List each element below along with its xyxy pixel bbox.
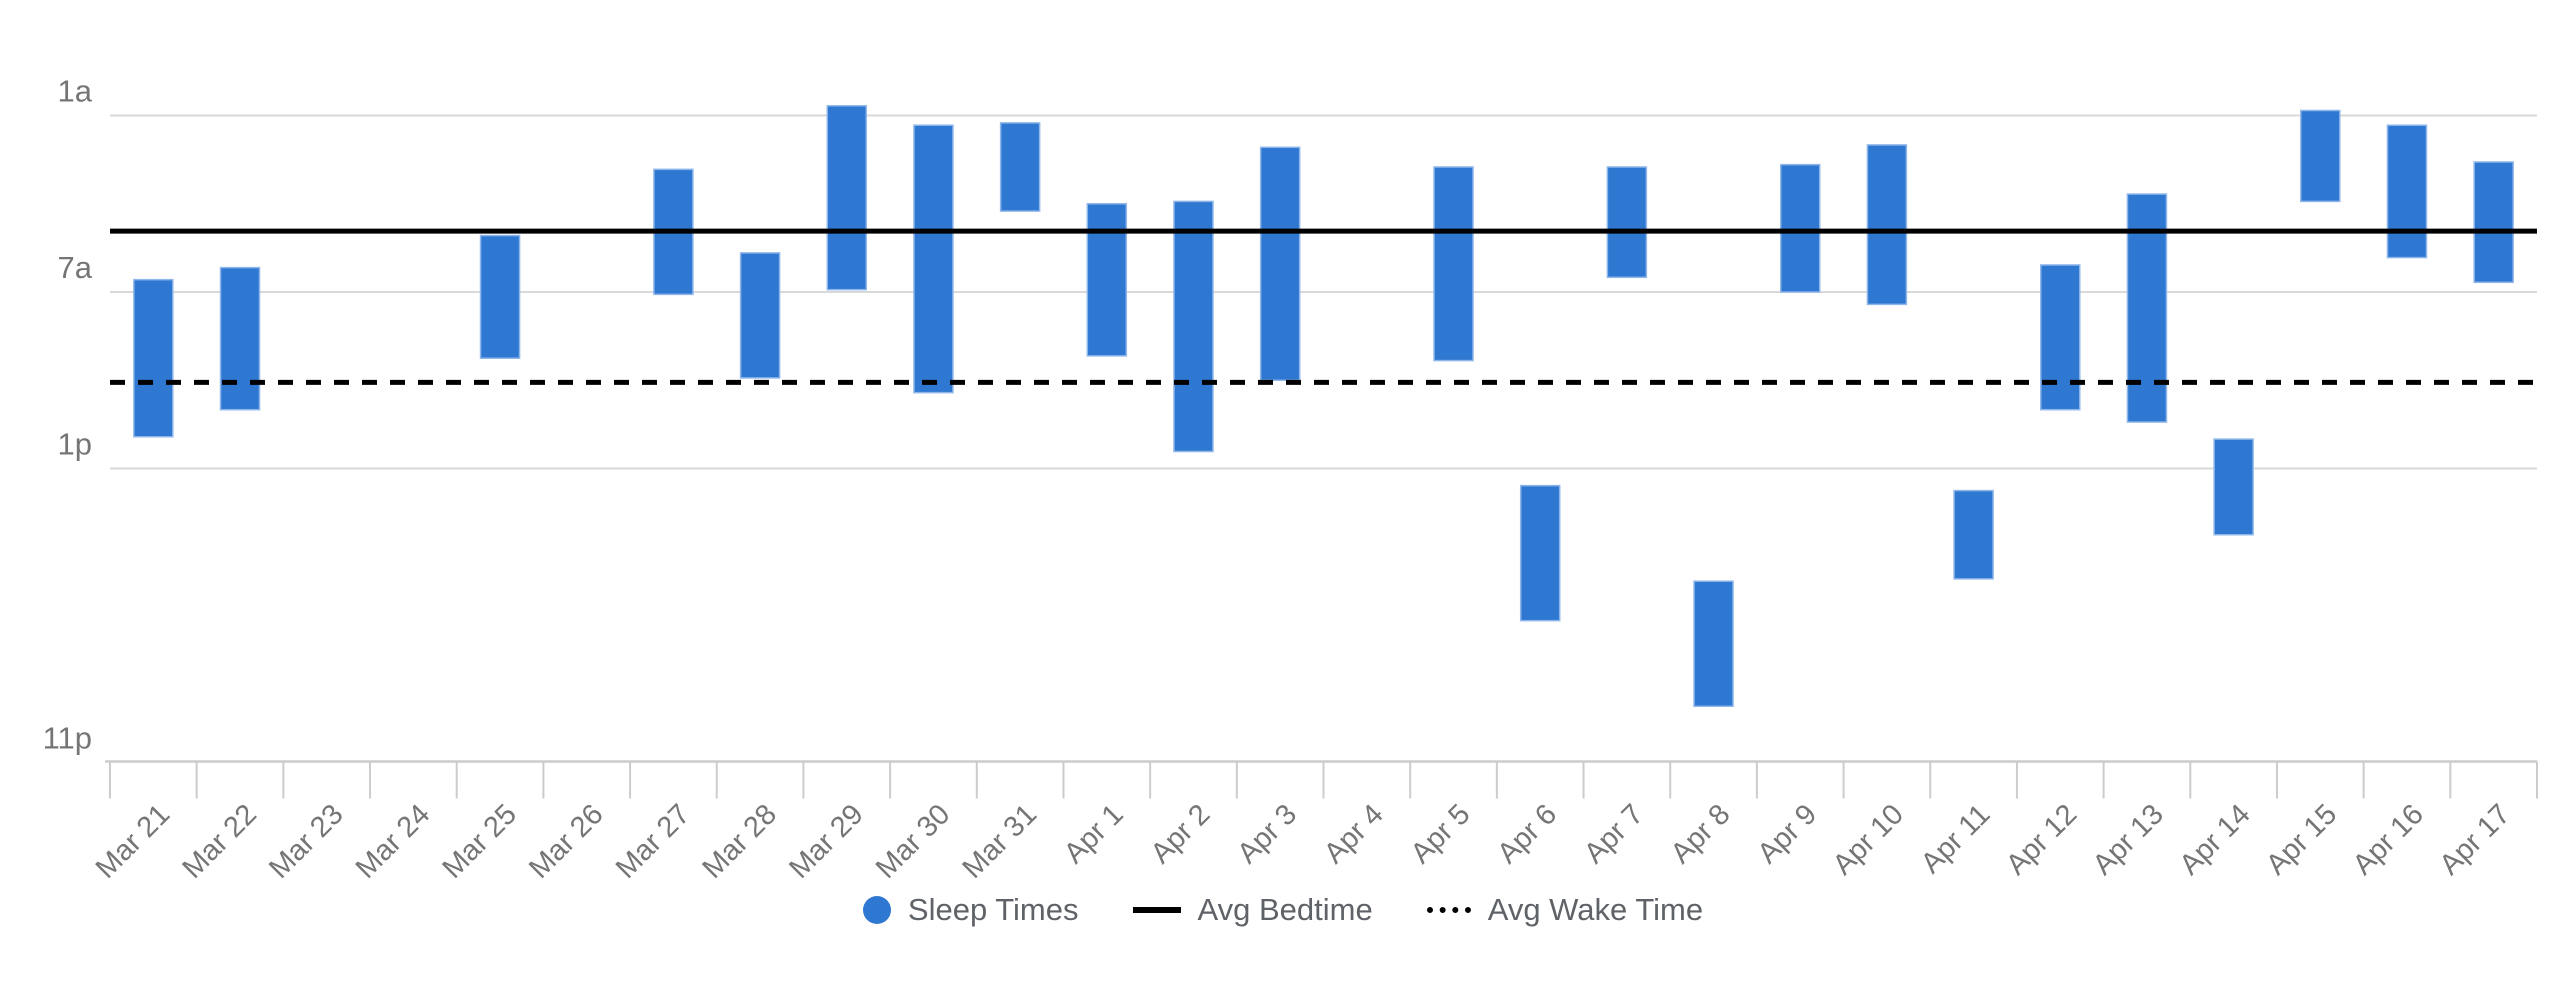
- x-tick-label: Apr 14: [2174, 798, 2257, 881]
- sleep-bar[interactable]: [826, 105, 868, 291]
- avg-wake-time-line-icon: [1426, 907, 1471, 913]
- sleep-bar[interactable]: [479, 234, 521, 359]
- sleep-bar[interactable]: [133, 278, 174, 438]
- x-tick-label: Mar 24: [350, 798, 436, 884]
- x-tick-label: Apr 7: [1578, 798, 1650, 870]
- avg-bedtime-line-icon: [1132, 907, 1181, 913]
- legend-label-avg-wake-time: Avg Wake Time: [1487, 892, 1704, 927]
- sleep-bar[interactable]: [1433, 166, 1474, 362]
- legend-item-sleep-times: Sleep Times: [862, 892, 1079, 928]
- sleep-bar[interactable]: [219, 266, 261, 411]
- sleep-bar[interactable]: [2213, 438, 2254, 536]
- sleep-bar[interactable]: [913, 124, 954, 394]
- x-tick-label: Mar 29: [783, 798, 869, 884]
- sleep-bar[interactable]: [739, 252, 781, 379]
- sleep-bar[interactable]: [1173, 200, 1214, 453]
- y-tick-label: 1p: [58, 427, 92, 462]
- x-tick-label: Mar 27: [610, 798, 696, 884]
- x-tick-label: Apr 1: [1058, 798, 1130, 870]
- x-tick-label: Mar 31: [957, 798, 1043, 884]
- sleep-bar[interactable]: [1866, 144, 1908, 306]
- sleep-bar[interactable]: [2040, 264, 2081, 411]
- sleep-bar[interactable]: [1693, 580, 1734, 708]
- x-tick-label: Mar 25: [437, 798, 523, 884]
- legend: Sleep Times Avg Bedtime Avg Wake Time: [0, 892, 2566, 928]
- x-tick-label: Apr 12: [2000, 798, 2083, 881]
- sleep-bar[interactable]: [2473, 161, 2514, 284]
- legend-label-avg-bedtime: Avg Bedtime: [1197, 892, 1373, 927]
- sleep-bar[interactable]: [2126, 193, 2168, 423]
- legend-item-avg-bedtime: Avg Bedtime: [1132, 892, 1373, 928]
- x-tick-label: Apr 16: [2347, 798, 2430, 881]
- x-tick-label: Mar 21: [90, 798, 176, 884]
- x-tick-label: Apr 17: [2434, 798, 2517, 881]
- sleep-bar[interactable]: [2386, 124, 2428, 259]
- sleep-bar[interactable]: [1779, 163, 1821, 293]
- x-tick-label: Apr 9: [1752, 798, 1824, 870]
- sleep-bar[interactable]: [1519, 484, 1561, 622]
- sleep-bar[interactable]: [1259, 146, 1301, 382]
- y-tick-label: 7a: [58, 250, 93, 285]
- x-tick-label: Mar 26: [523, 798, 609, 884]
- sleep-bar[interactable]: [2300, 109, 2341, 203]
- sleep-bar[interactable]: [999, 122, 1041, 212]
- sleep-times-circle-icon: [862, 896, 891, 924]
- x-tick-label: Apr 13: [2087, 798, 2170, 881]
- x-tick-label: Mar 22: [177, 798, 263, 884]
- x-tick-label: Apr 2: [1145, 798, 1217, 870]
- x-tick-label: Mar 30: [870, 798, 956, 884]
- x-tick-label: Apr 10: [1827, 798, 1910, 881]
- x-tick-label: Apr 8: [1665, 798, 1737, 870]
- sleep-bar[interactable]: [1953, 489, 1994, 580]
- legend-label-sleep-times: Sleep Times: [907, 892, 1079, 927]
- x-tick-label: Apr 3: [1231, 798, 1303, 870]
- sleep-bar[interactable]: [1086, 203, 1128, 357]
- x-tick-label: Mar 23: [263, 798, 349, 884]
- y-tick-label: 1a: [58, 74, 93, 109]
- x-tick-label: Mar 28: [697, 798, 783, 884]
- x-tick-label: Apr 6: [1491, 798, 1563, 870]
- y-tick-label: 11p: [43, 721, 92, 756]
- x-tick-label: Apr 5: [1405, 798, 1477, 870]
- x-tick-label: Apr 11: [1915, 798, 1997, 880]
- legend-item-avg-wake-time: Avg Wake Time: [1426, 892, 1704, 928]
- sleep-bar[interactable]: [1606, 166, 1648, 279]
- x-tick-label: Apr 4: [1318, 798, 1390, 870]
- x-tick-label: Apr 15: [2260, 798, 2343, 881]
